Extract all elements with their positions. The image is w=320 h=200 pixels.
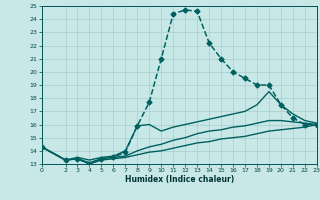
X-axis label: Humidex (Indice chaleur): Humidex (Indice chaleur) (124, 175, 234, 184)
